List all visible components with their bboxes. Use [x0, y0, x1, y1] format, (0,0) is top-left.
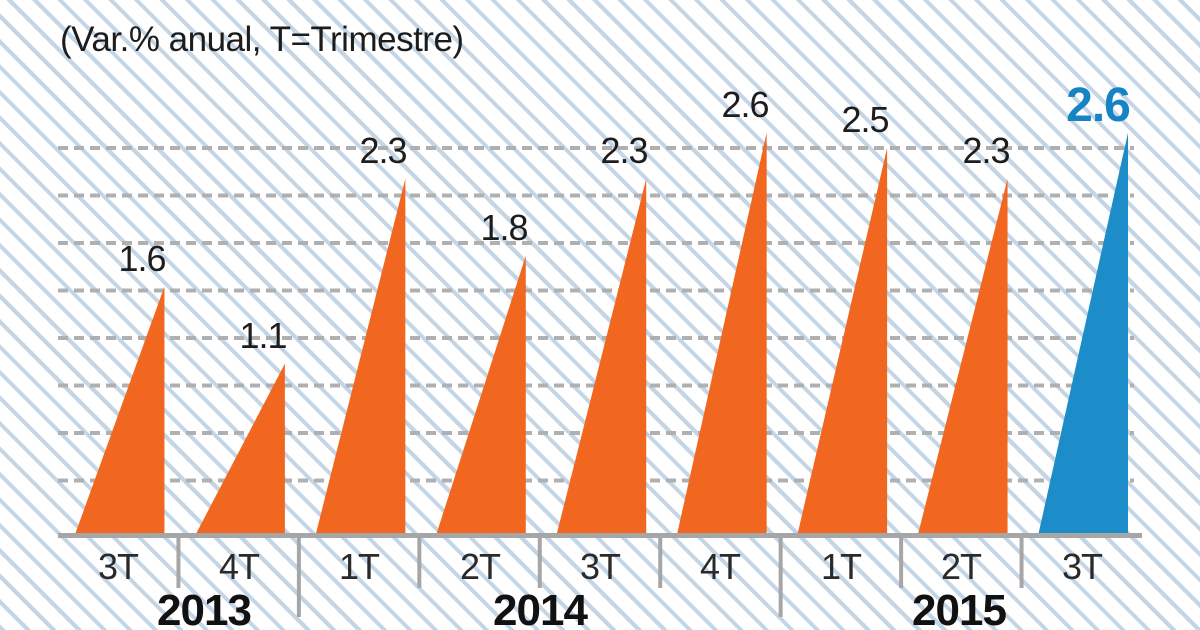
value-label: 1.6	[118, 238, 165, 279]
value-labels: 1.6 1.1 2.3 1.8 2.3 2.6 2.5 2.3 2.6	[118, 79, 1130, 356]
quarter-label-4T-2013: 4T	[219, 546, 260, 587]
bar-2T-2014	[435, 255, 526, 537]
value-label: 1.8	[480, 207, 527, 248]
value-label: 2.5	[841, 99, 888, 140]
quarter-label-2T-2015: 2T	[941, 546, 982, 587]
value-label: 2.3	[359, 130, 406, 171]
quarter-label-3T-2014: 3T	[580, 546, 621, 587]
quarter-label-3T-2013: 3T	[98, 546, 139, 587]
bar-3T-2014	[556, 178, 647, 537]
value-label: 2.3	[962, 130, 1009, 171]
year-labels: 2013 2014 2015	[157, 586, 1007, 630]
value-label: 2.6	[1066, 79, 1130, 132]
bar-1T-2015	[797, 148, 888, 536]
x-axis-line	[58, 533, 1142, 538]
bar-4T-2013	[194, 363, 285, 536]
quarter-label-4T-2014: 4T	[700, 546, 741, 587]
chart-subtitle: (Var.% anual, T=Trimestre)	[60, 20, 464, 59]
bar-3T-2013	[74, 286, 165, 536]
value-label: 1.1	[239, 315, 286, 356]
value-label: 2.3	[600, 130, 647, 171]
year-label-2014: 2014	[493, 586, 588, 630]
bar-1T-2014	[315, 178, 406, 537]
quarter-label-1T-2014: 1T	[339, 546, 380, 587]
quarter-labels: 3T 4T 1T 2T 3T 4T 1T 2T 3T	[98, 546, 1104, 587]
bar-4T-2014	[676, 132, 767, 536]
quarter-label-1T-2015: 1T	[821, 546, 862, 587]
quarter-label-2T-2014: 2T	[460, 546, 501, 587]
axis-ticks	[176, 536, 1024, 617]
bars	[74, 132, 1128, 537]
year-label-2013: 2013	[157, 586, 251, 630]
bar-2T-2015	[917, 178, 1008, 537]
year-label-2015: 2015	[912, 586, 1006, 630]
value-label: 2.6	[721, 84, 768, 125]
bar-3T-2015	[1038, 132, 1128, 536]
quarter-label-3T-2015: 3T	[1062, 546, 1103, 587]
